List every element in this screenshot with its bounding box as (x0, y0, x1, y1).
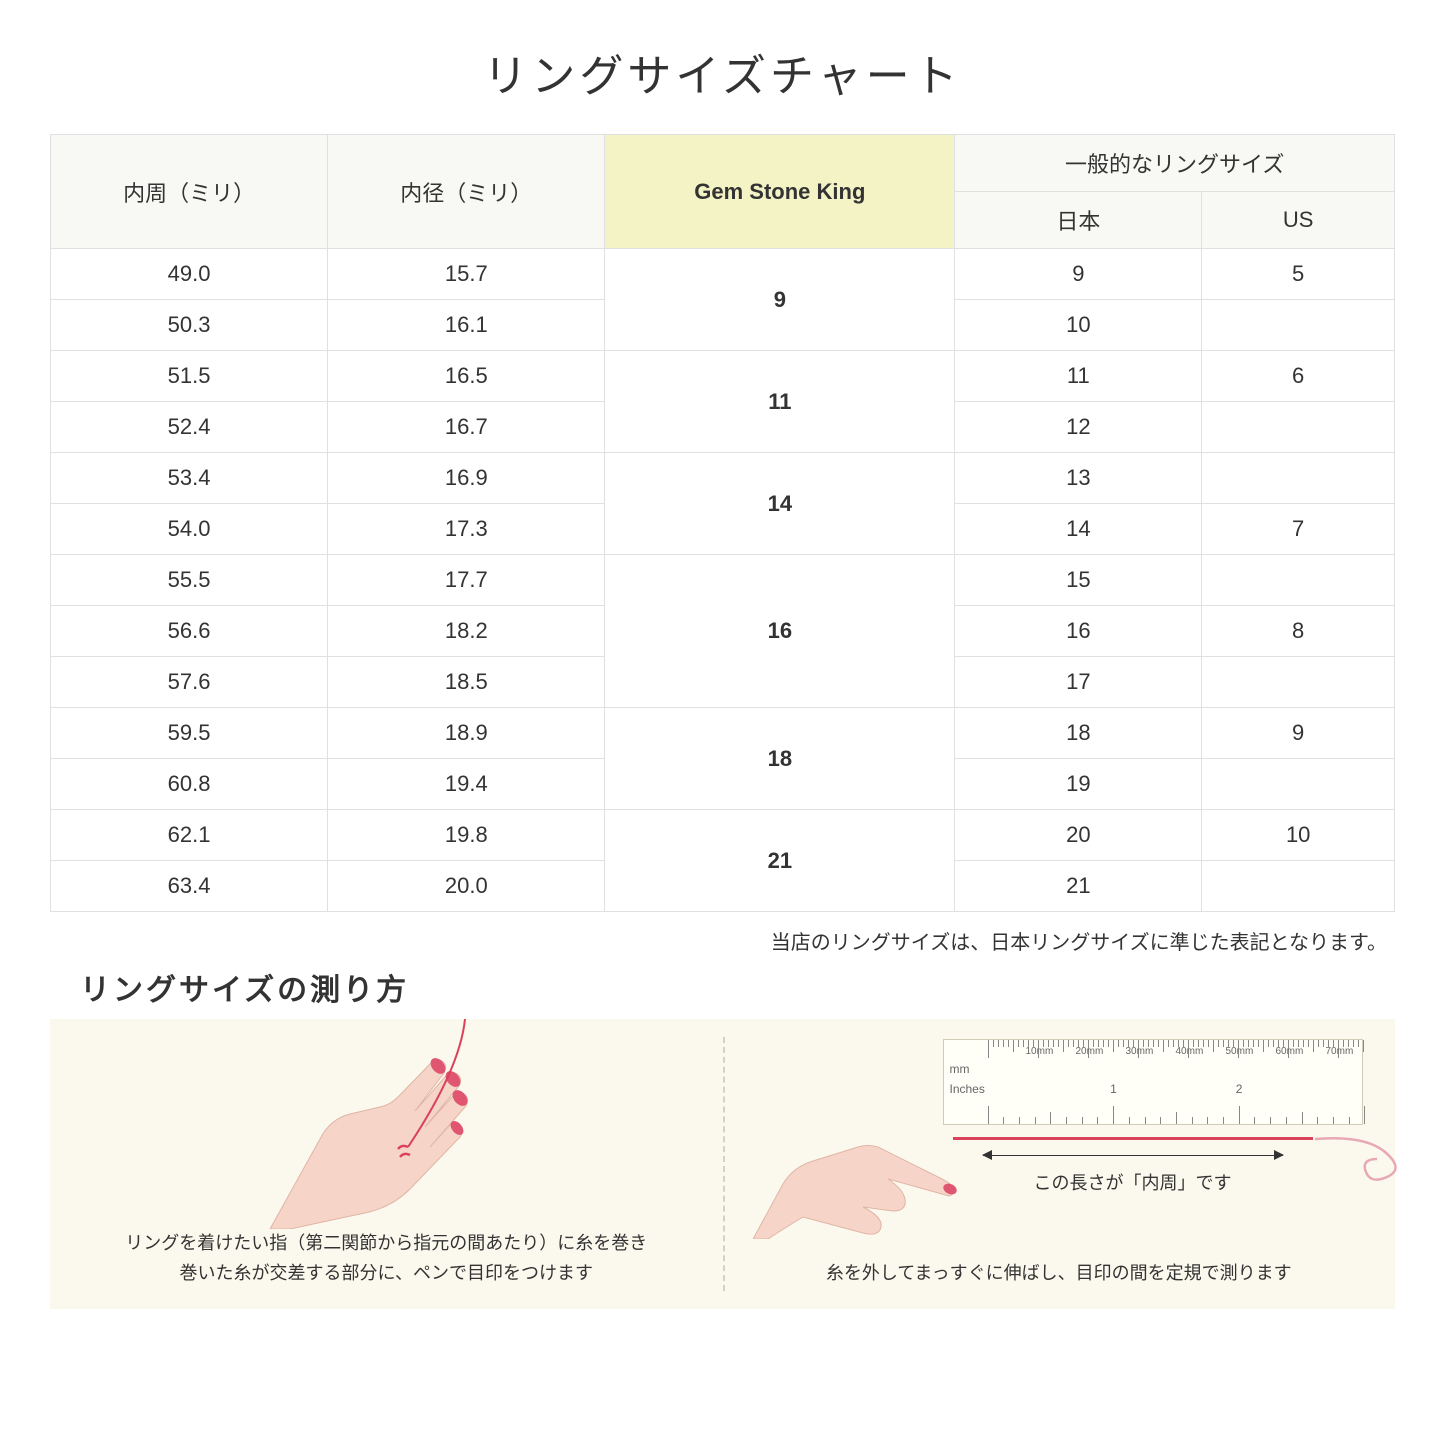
table-note: 当店のリングサイズは、日本リングサイズに準じた表記となります。 (58, 926, 1387, 955)
th-us: US (1202, 192, 1395, 249)
hand-point-icon (753, 1089, 973, 1239)
table-row: 53.416.91413 (51, 453, 1395, 504)
cell-japan: 14 (955, 504, 1202, 555)
cell-circumference: 53.4 (51, 453, 328, 504)
cell-circumference: 50.3 (51, 300, 328, 351)
cell-gsk: 16 (605, 555, 955, 708)
cell-japan: 18 (955, 708, 1202, 759)
howto-left: リングを着けたい指（第二関節から指元の間あたり）に糸を巻き 巻いた糸が交差する部… (50, 1019, 723, 1309)
cell-japan: 19 (955, 759, 1202, 810)
cell-us (1202, 657, 1395, 708)
hand-wrap-icon (230, 1019, 530, 1229)
cell-japan: 11 (955, 351, 1202, 402)
cell-circumference: 49.0 (51, 249, 328, 300)
cell-gsk: 21 (605, 810, 955, 912)
th-diameter: 内径（ミリ） (328, 135, 605, 249)
th-circumference: 内周（ミリ） (51, 135, 328, 249)
ruler-mm-tick-label: 30mm (1126, 1046, 1154, 1057)
thread-swirl-icon (1315, 1127, 1405, 1187)
measure-arrow (983, 1155, 1283, 1156)
cell-japan: 21 (955, 861, 1202, 912)
table-row: 62.119.8212010 (51, 810, 1395, 861)
cell-diameter: 16.1 (328, 300, 605, 351)
cell-us (1202, 759, 1395, 810)
cell-gsk: 14 (605, 453, 955, 555)
thread-line (953, 1137, 1313, 1140)
cell-circumference: 63.4 (51, 861, 328, 912)
cell-circumference: 60.8 (51, 759, 328, 810)
table-row: 51.516.511116 (51, 351, 1395, 402)
right-caption: 糸を外してまっすぐに伸ばし、目印の間を定規で測ります (753, 1258, 1366, 1289)
cell-diameter: 15.7 (328, 249, 605, 300)
th-gsk: Gem Stone King (605, 135, 955, 249)
ruler-mm-tick-label: 70mm (1326, 1046, 1354, 1057)
cell-diameter: 16.5 (328, 351, 605, 402)
cell-diameter: 19.4 (328, 759, 605, 810)
left-caption: リングを着けたい指（第二関節から指元の間あたり）に糸を巻き 巻いた糸が交差する部… (80, 1228, 693, 1289)
cell-circumference: 54.0 (51, 504, 328, 555)
ruler-mm-tick-label: 60mm (1276, 1046, 1304, 1057)
ruler-icon: mm Inches 10mm20mm30mm40mm50mm60mm70mm12 (943, 1039, 1363, 1125)
cell-japan: 12 (955, 402, 1202, 453)
cell-diameter: 16.9 (328, 453, 605, 504)
cell-gsk: 9 (605, 249, 955, 351)
cell-circumference: 55.5 (51, 555, 328, 606)
cell-circumference: 56.6 (51, 606, 328, 657)
cell-japan: 17 (955, 657, 1202, 708)
ruler-mm-label: mm (950, 1062, 970, 1076)
howto-title: リングサイズの測り方 (80, 965, 1395, 1009)
cell-circumference: 59.5 (51, 708, 328, 759)
cell-japan: 9 (955, 249, 1202, 300)
cell-diameter: 18.2 (328, 606, 605, 657)
cell-us (1202, 453, 1395, 504)
cell-japan: 13 (955, 453, 1202, 504)
cell-us: 9 (1202, 708, 1395, 759)
ruler-mm-tick-label: 40mm (1176, 1046, 1204, 1057)
howto-right: mm Inches 10mm20mm30mm40mm50mm60mm70mm12… (723, 1019, 1396, 1309)
page-title: リングサイズチャート (50, 40, 1395, 104)
cell-gsk: 11 (605, 351, 955, 453)
cell-japan: 15 (955, 555, 1202, 606)
ruler-mm-tick-label: 50mm (1226, 1046, 1254, 1057)
cell-japan: 16 (955, 606, 1202, 657)
cell-us (1202, 300, 1395, 351)
cell-circumference: 57.6 (51, 657, 328, 708)
ruler-inch-tick-label: 2 (1236, 1082, 1243, 1096)
cell-diameter: 16.7 (328, 402, 605, 453)
th-japan: 日本 (955, 192, 1202, 249)
table-row: 55.517.71615 (51, 555, 1395, 606)
ruler-mm-tick-label: 10mm (1026, 1046, 1054, 1057)
cell-us: 8 (1202, 606, 1395, 657)
cell-japan: 20 (955, 810, 1202, 861)
cell-diameter: 18.9 (328, 708, 605, 759)
measure-label: この長さが「内周」です (983, 1169, 1283, 1195)
cell-diameter: 18.5 (328, 657, 605, 708)
cell-us (1202, 555, 1395, 606)
cell-us (1202, 861, 1395, 912)
cell-us: 10 (1202, 810, 1395, 861)
cell-us: 6 (1202, 351, 1395, 402)
cell-circumference: 52.4 (51, 402, 328, 453)
cell-diameter: 19.8 (328, 810, 605, 861)
cell-circumference: 51.5 (51, 351, 328, 402)
th-general: 一般的なリングサイズ (955, 135, 1395, 192)
cell-diameter: 17.3 (328, 504, 605, 555)
cell-diameter: 20.0 (328, 861, 605, 912)
cell-diameter: 17.7 (328, 555, 605, 606)
table-row: 59.518.918189 (51, 708, 1395, 759)
cell-us (1202, 402, 1395, 453)
size-table: 内周（ミリ） 内径（ミリ） Gem Stone King 一般的なリングサイズ … (50, 134, 1395, 912)
cell-circumference: 62.1 (51, 810, 328, 861)
table-row: 49.015.7995 (51, 249, 1395, 300)
cell-gsk: 18 (605, 708, 955, 810)
cell-us: 7 (1202, 504, 1395, 555)
ruler-mm-tick-label: 20mm (1076, 1046, 1104, 1057)
cell-us: 5 (1202, 249, 1395, 300)
howto-panel: リングを着けたい指（第二関節から指元の間あたり）に糸を巻き 巻いた糸が交差する部… (50, 1019, 1395, 1309)
ruler-inch-tick-label: 1 (1110, 1082, 1117, 1096)
cell-japan: 10 (955, 300, 1202, 351)
